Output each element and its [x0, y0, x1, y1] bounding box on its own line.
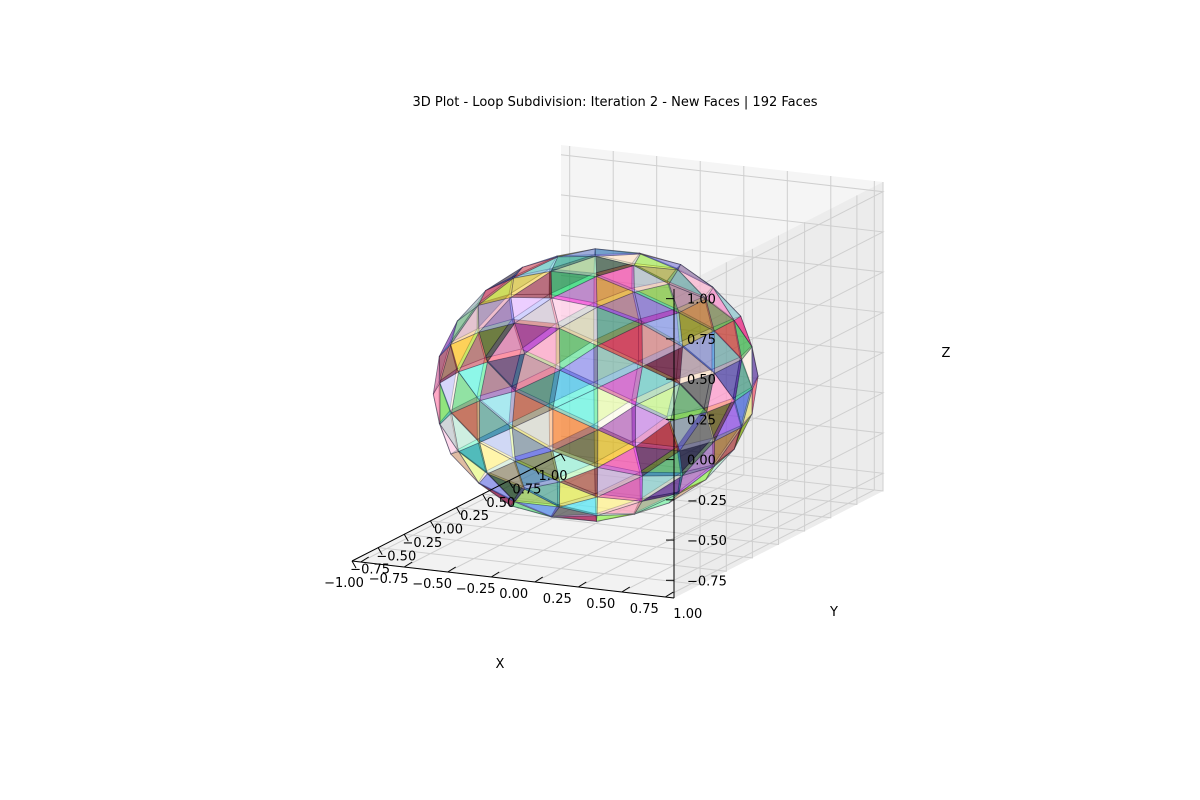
- mesh-face: [478, 322, 516, 363]
- mesh-face: [479, 390, 516, 429]
- z-tick-label: 0.25: [687, 413, 716, 428]
- x-tick-label: 0.25: [460, 509, 489, 524]
- mesh-face: [458, 361, 488, 402]
- z-tick-label: 1.00: [687, 293, 716, 308]
- y-tick-label: 0.25: [543, 592, 572, 607]
- axis-ticks: −1.00−0.75−0.50−0.250.000.250.500.751.00…: [324, 293, 727, 622]
- mesh-face: [450, 400, 481, 443]
- mesh-face: [641, 475, 683, 502]
- mesh-face: [477, 277, 514, 306]
- mesh-face: [450, 304, 480, 345]
- y-tick-mark: [621, 586, 631, 593]
- mesh-face: [669, 383, 708, 422]
- x-tick-label: 0.75: [512, 482, 541, 497]
- mesh-face: [556, 248, 596, 258]
- sphere-mesh: [432, 248, 759, 522]
- y-tick-mark: [534, 576, 544, 583]
- y-tick-mark: [578, 581, 587, 588]
- mesh-face: [432, 382, 441, 425]
- y-tick-label: 0.50: [586, 597, 615, 612]
- y-tick-mark: [490, 571, 500, 578]
- x-tick-mark: [377, 547, 383, 555]
- x-tick-mark: [508, 480, 514, 488]
- y-tick-label: 0.00: [499, 587, 528, 602]
- z-tick-label: 0.50: [687, 373, 716, 388]
- x-tick-mark: [482, 493, 488, 502]
- mesh-face: [514, 297, 560, 329]
- y-tick-label: −0.75: [369, 572, 409, 587]
- z-axis-label: Z: [942, 346, 951, 361]
- x-tick-label: −0.25: [402, 536, 442, 551]
- y-tick-label: 1.00: [673, 607, 702, 622]
- x-tick-mark: [456, 507, 461, 515]
- z-tick-label: 0.75: [687, 333, 716, 348]
- z-gridline-6: [560, 194, 885, 340]
- z-tick-label: 0.00: [687, 454, 716, 469]
- x-tick-label: 1.00: [539, 469, 568, 484]
- x-tick-mark: [351, 560, 357, 569]
- x-tick-label: −1.00: [324, 576, 364, 591]
- x-gridline-4: [456, 235, 779, 546]
- x-tick-label: 0.00: [434, 523, 463, 538]
- y-tick-mark: [665, 591, 674, 598]
- mesh-face: [734, 388, 753, 428]
- mesh-face: [514, 369, 561, 410]
- mesh-face: [597, 366, 643, 406]
- mesh-face: [642, 346, 683, 385]
- mesh-face: [478, 473, 516, 503]
- x-tick-label: −0.50: [376, 549, 416, 564]
- mesh-face: [678, 312, 715, 348]
- mesh-face: [597, 404, 636, 448]
- z-tick-label: −0.50: [687, 534, 727, 549]
- z-tick-label: −0.25: [687, 494, 727, 509]
- x-tick-label: 0.50: [486, 496, 515, 511]
- z-tick-label: −0.75: [687, 574, 727, 589]
- mesh-face: [751, 346, 759, 390]
- mesh-face: [679, 346, 715, 385]
- x-tick-mark: [534, 467, 540, 475]
- mesh-face: [522, 255, 559, 268]
- mesh-face: [597, 323, 643, 367]
- x-tick-mark: [560, 453, 566, 462]
- chart-title: 3D Plot - Loop Subdivision: Iteration 2 …: [412, 95, 817, 110]
- mesh-face: [439, 412, 459, 452]
- mesh-face: [486, 353, 525, 392]
- y-tick-label: −0.50: [412, 577, 452, 592]
- mesh-face: [642, 450, 683, 477]
- y-tick-mark: [360, 556, 369, 563]
- mesh-face: [713, 319, 743, 360]
- y-gridline-5: [578, 171, 788, 588]
- mesh-face: [450, 371, 481, 414]
- y-gridline-7: [665, 181, 875, 598]
- mesh-face: [478, 296, 516, 333]
- y-tick-label: −0.25: [456, 582, 496, 597]
- z-gridline-7: [560, 154, 885, 300]
- y-gridline-6: [621, 176, 832, 593]
- y-tick-mark: [403, 561, 413, 568]
- mesh-face: [510, 270, 552, 298]
- y-axis-line: [351, 560, 675, 599]
- mesh-face: [557, 248, 597, 258]
- x-tick-mark: [429, 520, 435, 529]
- mesh-face: [439, 344, 459, 384]
- x-tick-label: −0.75: [350, 563, 390, 578]
- mesh-face: [550, 255, 597, 272]
- mesh-face: [479, 427, 516, 462]
- y-tick-label: 0.75: [630, 602, 659, 617]
- x-axis-label: X: [496, 657, 505, 672]
- mesh-face: [551, 515, 598, 522]
- mesh-face: [594, 248, 641, 257]
- x-tick-mark: [403, 534, 409, 542]
- y-gridline-4: [534, 166, 745, 583]
- mesh-face: [595, 255, 635, 277]
- y-axis-label: Y: [829, 605, 838, 620]
- mesh-face: [678, 465, 715, 494]
- y-tick-mark: [447, 566, 456, 573]
- mesh-face: [641, 323, 683, 367]
